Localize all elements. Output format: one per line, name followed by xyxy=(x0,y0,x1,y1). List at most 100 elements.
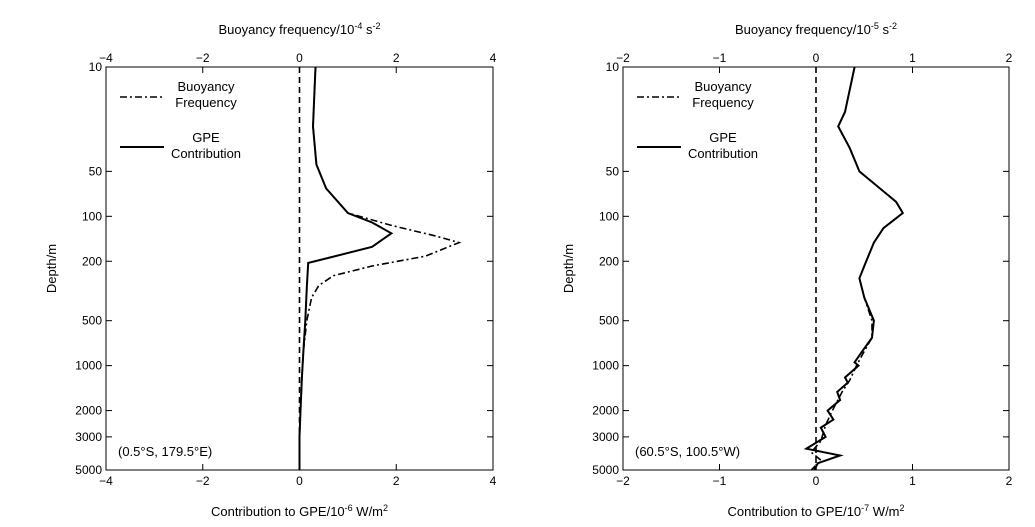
y-tick-label: 500 xyxy=(82,314,102,328)
y-tick-label-part: 200 xyxy=(599,254,619,268)
x-axis-label-top-part: -5 xyxy=(871,21,879,31)
x-tick-label-bottom: 1 xyxy=(909,474,916,488)
legend-label-gpe-contribution-line2: Contribution xyxy=(688,146,758,161)
x-axis-label-bottom: Contribution to GPE/10-6 W/m2 xyxy=(211,503,388,519)
y-tick-label-part: 500 xyxy=(82,314,102,328)
y-tick-label-part: 2000 xyxy=(75,404,102,418)
x-axis-label-top: Buoyancy frequency/10-4 s-2 xyxy=(218,21,380,37)
x-tick-label-bottom: −1 xyxy=(713,474,727,488)
y-tick-label: 200 xyxy=(82,254,102,268)
legend-label-buoyancy-frequency-line2: Frequency xyxy=(175,95,237,110)
panel-1: −4 −4 −2 −2 0 0 2 2 4 4 10 50 100 200 500 1000 2000 3000 5… xyxy=(44,21,497,519)
x-axis-label-bottom-part: W/m xyxy=(353,504,383,519)
x-tick-label-top-part: −2 xyxy=(196,51,210,65)
y-tick-label: 2000 xyxy=(592,404,619,418)
x-tick-label-top: 0 xyxy=(813,51,820,65)
y-tick-label: 200 xyxy=(599,254,619,268)
legend-label-buoyancy-frequency-part: Buoyancy xyxy=(177,79,235,94)
x-tick-label-bottom-part: −1 xyxy=(713,474,727,488)
legend-label-gpe-contribution: GPE xyxy=(192,130,220,145)
x-tick-label-bottom: 0 xyxy=(813,474,820,488)
x-tick-label-top: −2 xyxy=(196,51,210,65)
legend-label-buoyancy-frequency-line2-part: Frequency xyxy=(175,95,237,110)
legend-label-gpe-contribution-line2-part: Contribution xyxy=(688,146,758,161)
x-axis-label-top-part: s xyxy=(879,22,890,37)
x-tick-label-top-part: 4 xyxy=(490,51,497,65)
x-tick-label-top: 1 xyxy=(909,51,916,65)
y-tick-label-part: 10 xyxy=(89,60,103,74)
x-tick-label-top: −4 xyxy=(99,51,113,65)
y-tick-label: 5000 xyxy=(592,463,619,477)
y-tick-label-part: 100 xyxy=(82,209,102,223)
location-label-part: (0.5°S, 179.5°E) xyxy=(118,444,212,459)
y-tick-label-part: 500 xyxy=(599,314,619,328)
series-line-buoyancy-frequency xyxy=(810,66,904,471)
legend-label-buoyancy-frequency-line2-part: Frequency xyxy=(692,95,754,110)
y-axis-label: Depth/m xyxy=(44,244,59,293)
x-tick-label-top: 0 xyxy=(296,51,303,65)
x-tick-label-bottom: −2 xyxy=(196,474,210,488)
y-tick-label-part: 3000 xyxy=(592,430,619,444)
y-tick-label: 1000 xyxy=(75,359,102,373)
y-tick-label: 500 xyxy=(599,314,619,328)
x-tick-label-top-part: 2 xyxy=(393,51,400,65)
y-axis-label-part: Depth/m xyxy=(561,244,576,293)
x-tick-label-bottom: −2 xyxy=(616,474,630,488)
location-label-part: (60.5°S, 100.5°W) xyxy=(635,444,740,459)
x-axis-label-bottom-part: 2 xyxy=(383,503,388,513)
legend-label-buoyancy-frequency: Buoyancy xyxy=(694,79,752,94)
y-tick-label: 5000 xyxy=(75,463,102,477)
series-line-buoyancy-frequency xyxy=(298,66,462,470)
x-axis-label-top-part: -2 xyxy=(373,21,381,31)
x-tick-label-bottom-part: −2 xyxy=(616,474,630,488)
x-tick-label-bottom-part: 0 xyxy=(296,474,303,488)
x-axis-label-top-part: Buoyancy frequency/10 xyxy=(735,22,871,37)
y-tick-label: 50 xyxy=(89,164,103,178)
legend-label-gpe-contribution-line2: Contribution xyxy=(171,146,241,161)
location-label: (60.5°S, 100.5°W) xyxy=(635,444,740,459)
x-tick-label-bottom: 2 xyxy=(1006,474,1013,488)
y-axis-label-part: Depth/m xyxy=(44,244,59,293)
y-tick-label-part: 5000 xyxy=(75,463,102,477)
y-axis-label: Depth/m xyxy=(561,244,576,293)
x-axis-label-bottom: Contribution to GPE/10-7 W/m2 xyxy=(727,503,904,519)
x-tick-label-top-part: 2 xyxy=(1006,51,1013,65)
y-tick-label-part: 2000 xyxy=(592,404,619,418)
y-tick-label: 10 xyxy=(89,60,103,74)
x-tick-label-top-part: −1 xyxy=(713,51,727,65)
location-label: (0.5°S, 179.5°E) xyxy=(118,444,212,459)
x-tick-label-top-part: −2 xyxy=(616,51,630,65)
y-tick-label-part: 5000 xyxy=(592,463,619,477)
x-tick-label-bottom: 4 xyxy=(490,474,497,488)
y-tick-label: 100 xyxy=(599,209,619,223)
legend-label-gpe-contribution-line2-part: Contribution xyxy=(171,146,241,161)
x-tick-label-bottom-part: 1 xyxy=(909,474,916,488)
y-tick-label-part: 50 xyxy=(606,164,620,178)
x-axis-label-bottom-part: Contribution to GPE/10 xyxy=(727,504,861,519)
x-tick-label-bottom: 0 xyxy=(296,474,303,488)
x-tick-label-bottom-part: 0 xyxy=(813,474,820,488)
y-tick-label-part: 10 xyxy=(606,60,620,74)
y-tick-label: 3000 xyxy=(75,430,102,444)
y-tick-label: 3000 xyxy=(592,430,619,444)
x-tick-label-top-part: 1 xyxy=(909,51,916,65)
y-tick-label-part: 100 xyxy=(599,209,619,223)
legend-label-gpe-contribution: GPE xyxy=(709,130,737,145)
legend-label-buoyancy-frequency-line2: Frequency xyxy=(692,95,754,110)
x-axis-label-top-part: -4 xyxy=(354,21,362,31)
x-tick-label-top: 2 xyxy=(1006,51,1013,65)
x-axis-label-top-part: Buoyancy frequency/10 xyxy=(218,22,354,37)
x-axis-label-top-part: s xyxy=(362,22,373,37)
legend-label-buoyancy-frequency-part: Buoyancy xyxy=(694,79,752,94)
x-tick-label-top: −1 xyxy=(713,51,727,65)
x-tick-label-top: −2 xyxy=(616,51,630,65)
x-axis-label-top: Buoyancy frequency/10-5 s-2 xyxy=(735,21,897,37)
x-tick-label-top-part: −4 xyxy=(99,51,113,65)
x-axis-label-bottom-part: -7 xyxy=(861,503,869,513)
series-line-gpe-contribution xyxy=(803,66,905,471)
y-tick-label-part: 1000 xyxy=(75,359,102,373)
x-tick-label-bottom-part: −2 xyxy=(196,474,210,488)
x-tick-label-bottom: 2 xyxy=(393,474,400,488)
x-axis-label-bottom-part: -6 xyxy=(345,503,353,513)
